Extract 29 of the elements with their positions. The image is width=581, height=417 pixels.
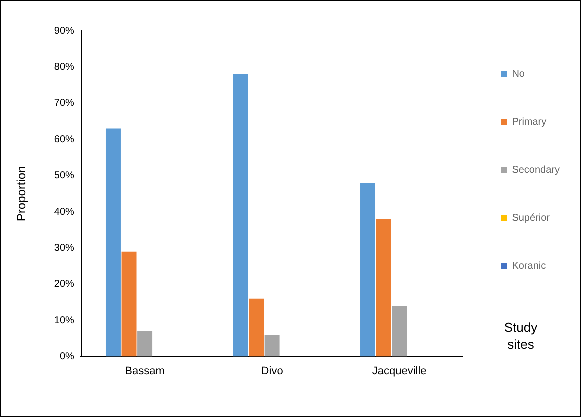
bar	[249, 298, 264, 357]
bar	[106, 128, 121, 357]
y-tick-label: 80%	[54, 62, 75, 73]
legend-label: Koranic	[512, 260, 546, 272]
x-axis-title: Study sites	[503, 319, 539, 353]
y-tick-label: 0%	[60, 352, 75, 363]
y-tick-label: 10%	[54, 315, 75, 326]
bar	[360, 183, 376, 357]
bar	[376, 219, 392, 357]
x-tick-label: Bassam	[125, 365, 165, 378]
y-axis-title: Proportion	[14, 166, 29, 222]
legend-label: Secondary	[512, 164, 560, 176]
y-tick-label: 40%	[54, 206, 75, 218]
legend-label: No	[512, 68, 526, 80]
legend-label: Supérior	[512, 212, 551, 224]
legend-label: Primary	[512, 116, 547, 128]
y-tick-label: 30%	[54, 242, 75, 254]
x-tick-label: Divo	[261, 365, 284, 378]
y-tick-label: 70%	[54, 98, 75, 110]
y-tick-label: 60%	[54, 134, 75, 146]
y-tick-label: 90%	[54, 26, 75, 37]
bar	[122, 252, 137, 357]
bar	[233, 74, 248, 357]
bar	[392, 306, 408, 357]
y-tick-label: 20%	[54, 279, 75, 290]
y-tick-label: 50%	[54, 170, 75, 182]
bar	[138, 331, 153, 357]
bar	[264, 335, 280, 357]
x-tick-label: Jacqueville	[372, 365, 427, 378]
